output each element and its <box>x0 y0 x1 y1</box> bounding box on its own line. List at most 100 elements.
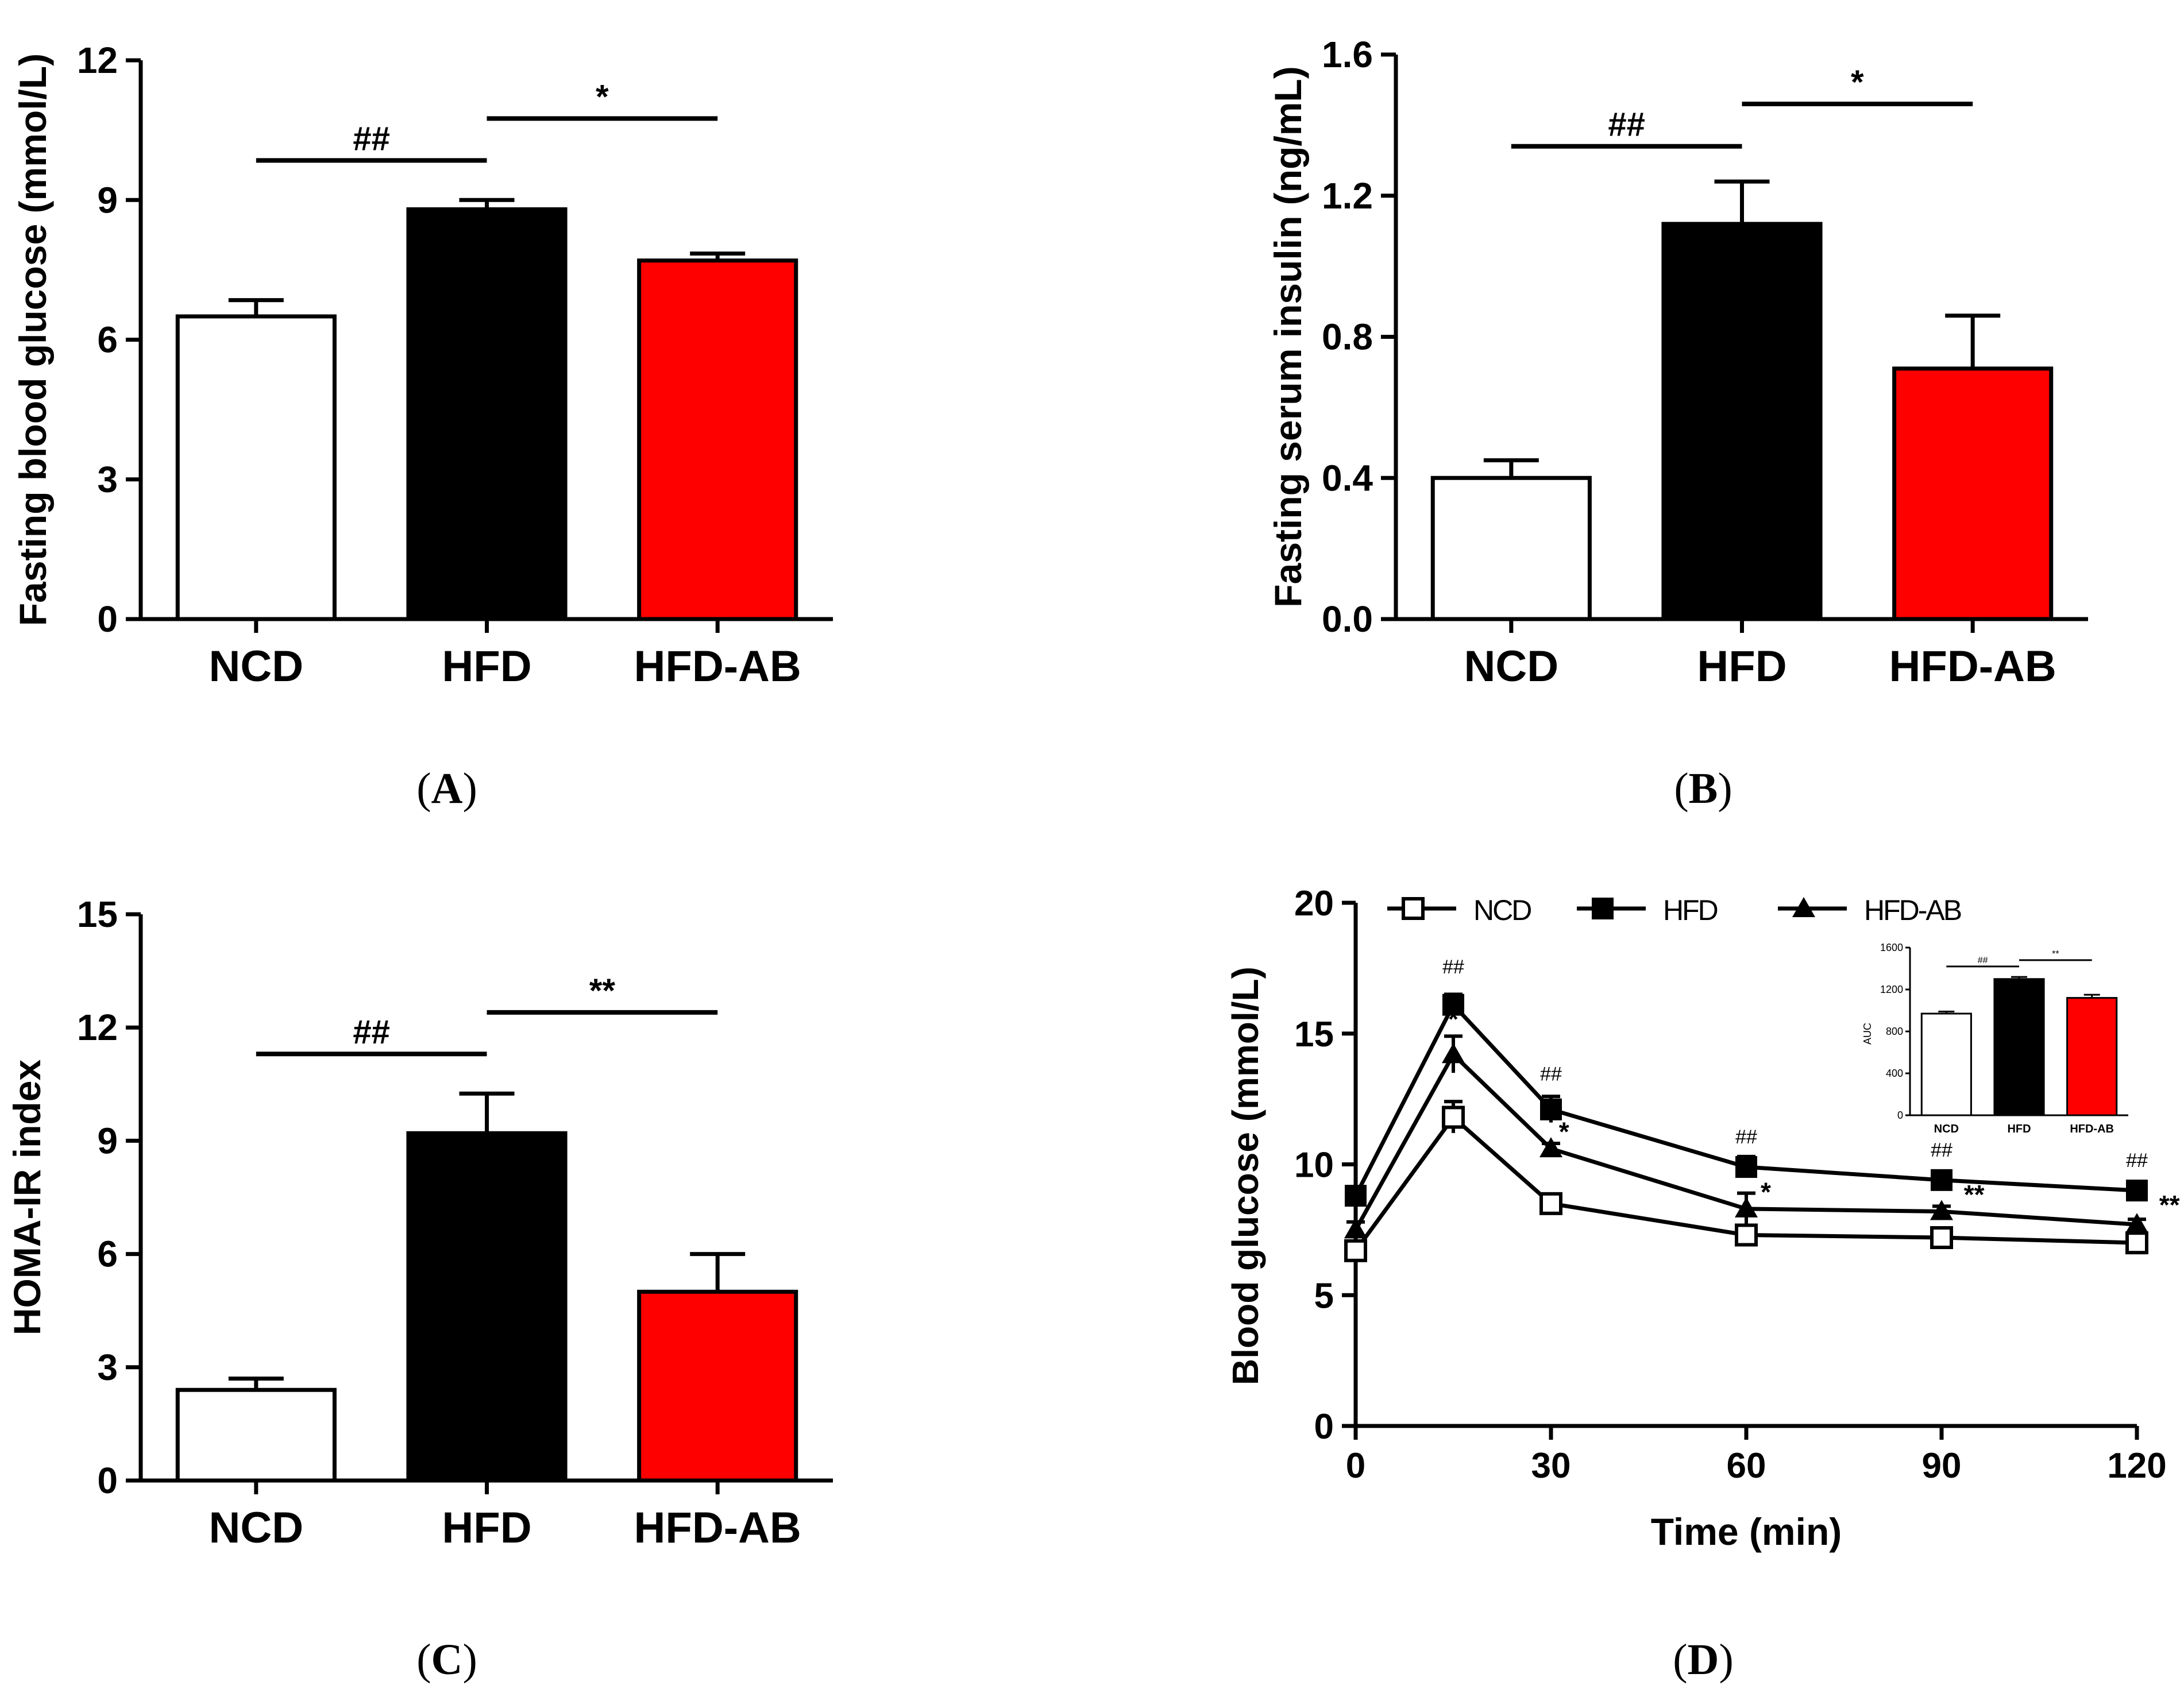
y-tick-label: 3 <box>97 459 118 500</box>
significance-label: ## <box>1608 106 1645 144</box>
inset-x-tick-label: HFD-AB <box>2070 1123 2114 1135</box>
inset-y-tick-label: 800 <box>1886 1026 1903 1037</box>
y-tick-label: 9 <box>97 179 118 221</box>
inset-x-tick-label: NCD <box>1934 1123 1959 1135</box>
data-point-hfd <box>1735 1156 1757 1178</box>
annotation: ** <box>1964 1180 1985 1209</box>
y-tick-label: 3 <box>97 1347 118 1388</box>
x-tick-label: 30 <box>1531 1446 1571 1486</box>
legend-label: HFD <box>1663 894 1718 926</box>
annotation: ## <box>1442 956 1464 978</box>
data-point-ncd <box>1442 1106 1465 1129</box>
significance-label: ** <box>589 972 616 1010</box>
x-tick-label: HFD-AB <box>1889 642 2056 691</box>
inset-bar-hfd-ab <box>2066 997 2118 1116</box>
y-tick-label: 6 <box>97 1234 118 1275</box>
x-tick-label: NCD <box>209 1503 304 1552</box>
data-point-hfd-ab <box>2125 1213 2148 1234</box>
y-axis-label: Fasting serum insulin (ng/mL) <box>1267 66 1309 607</box>
panel-label-b: (B) <box>1674 764 1732 813</box>
inset-y-tick-label: 0 <box>1897 1110 1903 1121</box>
y-axis-label: Fasting blood glucose (mmol/L) <box>11 53 54 626</box>
y-tick-label: 1.2 <box>1322 175 1373 217</box>
bar-hfd <box>1661 222 1823 621</box>
legend-label: NCD <box>1473 894 1531 926</box>
y-tick-label: 6 <box>97 319 118 361</box>
legend-marker <box>1592 898 1614 919</box>
y-tick-label: 15 <box>77 894 118 935</box>
annotation: ** <box>2159 1190 2180 1220</box>
inset-x-tick-label: HFD <box>2007 1123 2031 1135</box>
y-tick-label: 12 <box>77 40 118 81</box>
series-line-hfd-ab <box>1353 1051 2137 1231</box>
inset-bar-hfd <box>1993 978 2045 1116</box>
annotation: ## <box>2126 1150 2148 1172</box>
series-line-ncd <box>1354 1114 2137 1252</box>
legend-item-hfd-ab: HFD-AB <box>1778 894 1963 926</box>
bar-hfd-ab <box>637 1289 798 1483</box>
x-tick-label: NCD <box>1464 642 1559 691</box>
bar-hfd-ab <box>637 258 798 621</box>
data-point-hfd <box>1931 1169 1953 1191</box>
y-tick-label: 0 <box>97 598 118 640</box>
panel-label-d: (D) <box>1673 1636 1734 1684</box>
annotation: * <box>1448 1004 1458 1034</box>
bar-hfd <box>406 207 568 621</box>
annotation: ## <box>1931 1139 1953 1161</box>
inset-y-tick-label: 1600 <box>1880 942 1903 953</box>
y-axis-label: Blood glucose (mmol/L) <box>1225 967 1266 1385</box>
x-tick-label: 120 <box>2107 1446 2166 1486</box>
significance-label: * <box>596 78 609 115</box>
panel-d: 0 5 10 15 20 0 30 60 90 120 Time (min) Blood glucos… <box>1225 884 2180 1553</box>
bar-hfd-ab <box>1892 366 2054 621</box>
data-point-hfd-ab <box>1930 1200 1953 1220</box>
y-tick-label: 12 <box>77 1007 118 1048</box>
data-point-ncd <box>1539 1192 1562 1215</box>
legend-marker <box>1402 897 1425 920</box>
x-tick-label: HFD <box>442 1503 531 1552</box>
legend-item-ncd: NCD <box>1387 894 1533 926</box>
panel-b: 0.0 0.4 0.8 1.2 1.6 Fasting serum insulin (ng… <box>1267 34 2088 691</box>
data-point-hfd-ab <box>1344 1218 1367 1239</box>
annotation: ## <box>1735 1126 1757 1148</box>
inset-y-tick-label: 1200 <box>1880 984 1903 995</box>
y-tick-label: 9 <box>97 1120 118 1161</box>
annotation: * <box>1559 1117 1569 1147</box>
x-tick-label: HFD <box>1697 642 1786 691</box>
legend-label: HFD-AB <box>1864 894 1961 926</box>
bar-ncd <box>175 1387 337 1483</box>
x-tick-label: 0 <box>1346 1446 1365 1486</box>
y-tick-label: 1.6 <box>1322 34 1373 75</box>
data-point-ncd <box>1930 1226 1953 1250</box>
x-tick-label: HFD <box>442 642 531 691</box>
significance-label: * <box>1851 64 1864 101</box>
inset-significance-label: ** <box>2052 949 2059 959</box>
y-axis-label: HOMA-IR index <box>6 1060 48 1336</box>
data-point-ncd <box>1735 1223 1758 1247</box>
x-tick-label: NCD <box>209 642 304 691</box>
data-point-hfd <box>1345 1185 1367 1207</box>
bar-ncd <box>1430 476 1592 621</box>
data-point-hfd <box>2126 1180 2148 1202</box>
panel-label-a: (A) <box>416 764 477 813</box>
y-tick-label: 10 <box>1294 1146 1334 1185</box>
data-point-hfd <box>1540 1098 1562 1120</box>
significance-label: ## <box>353 120 390 157</box>
inset-auc-chart: 0 400 800 1200 1600 AUC NCD HFD HFD-AB ## ** <box>1862 942 2128 1135</box>
data-point-hfd-ab <box>1735 1197 1758 1217</box>
bar-ncd <box>175 314 337 621</box>
inset-bar-ncd <box>1920 1012 1972 1116</box>
panel-c: 0 3 6 9 12 15 HOMA-IR index NCD HFD HFD-AB ## ** <box>6 894 833 1552</box>
bar-hfd <box>406 1131 568 1483</box>
y-tick-label: 20 <box>1294 884 1334 923</box>
x-tick-label: 90 <box>1922 1446 1962 1486</box>
legend-item-hfd: HFD <box>1577 894 1719 926</box>
inset-significance-label: ## <box>1978 956 1988 965</box>
panel-label-c: (C) <box>416 1636 477 1684</box>
series-line-hfd <box>1353 1001 2137 1197</box>
y-tick-label: 15 <box>1294 1015 1334 1054</box>
y-tick-label: 0 <box>97 1460 118 1501</box>
y-tick-label: 0.0 <box>1322 598 1373 640</box>
data-point-hfd-ab <box>1442 1043 1465 1064</box>
